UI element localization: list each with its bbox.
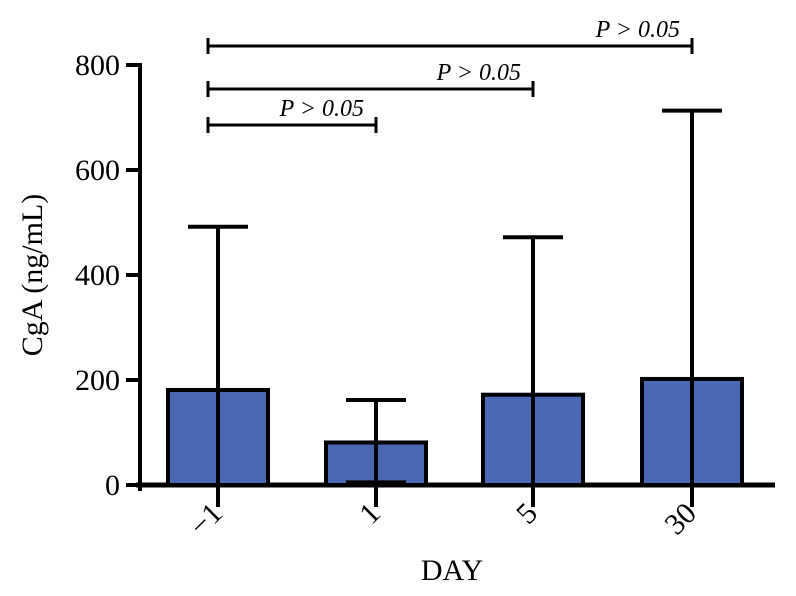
x-axis-label: DAY bbox=[421, 554, 483, 587]
y-tick-label: 0 bbox=[105, 469, 120, 502]
y-axis-label: CgA (ng/mL) bbox=[16, 194, 49, 357]
y-tick-label: 200 bbox=[75, 364, 120, 397]
x-tick-label: 30 bbox=[658, 497, 703, 542]
y-tick-label: 400 bbox=[75, 259, 120, 292]
y-tick-label: 800 bbox=[75, 49, 120, 82]
p-value-label: P > 0.05 bbox=[436, 60, 521, 86]
x-tick-label: 5 bbox=[510, 497, 544, 531]
y-tick-label: 600 bbox=[75, 154, 120, 187]
x-tick-label: −1 bbox=[183, 497, 229, 543]
p-value-label: P > 0.05 bbox=[279, 96, 364, 122]
p-value-label: P > 0.05 bbox=[595, 17, 680, 43]
x-tick-label: 1 bbox=[353, 497, 387, 531]
